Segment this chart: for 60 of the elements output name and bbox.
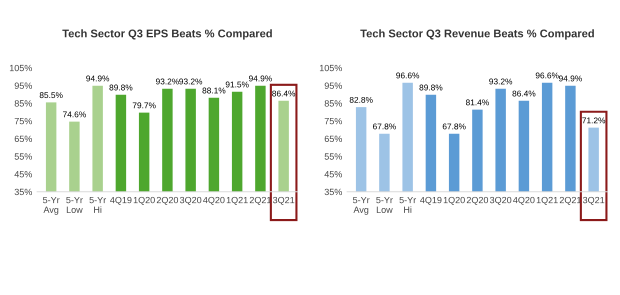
y-tick-label: 105% [10,64,32,72]
y-tick-label: 35% [324,188,342,196]
data-label: 93.2% [179,78,202,84]
x-tick-label: 4Q20 [203,196,225,205]
data-label: 89.8% [419,84,442,90]
data-label: 86.4% [272,90,296,96]
x-tick-label: 5-Yr Hi [89,196,106,213]
data-label: 85.5% [40,92,63,98]
chart-title: Tech Sector Q3 Revenue Beats % Compared [360,29,594,40]
x-tick-label: 1Q21 [226,196,248,205]
y-tick-label: 55% [324,153,342,160]
y-tick-label: 105% [320,64,342,72]
data-label: 79.7% [132,102,156,108]
data-label: 94.9% [248,76,272,82]
y-tick-label: 85% [324,100,342,107]
x-tick-label: 3Q21 [582,196,604,205]
data-label: 96.6% [536,72,559,78]
x-tick-label: 5-Yr Low [66,196,83,213]
y-tick-label: 75% [324,118,342,124]
y-tick-label: 35% [14,188,32,196]
x-tick-label: 2Q20 [156,196,178,205]
data-label: 93.2% [489,78,512,84]
x-tick-label: 5-Yr Hi [399,196,416,213]
x-tick-label: 3Q20 [490,196,512,205]
data-label: 88.1% [202,88,226,94]
x-tick-label: 4Q20 [513,196,535,205]
y-tick-label: 65% [14,136,32,142]
data-label: 74.6% [63,111,86,118]
x-tick-label: 5-Yr Avg [352,196,370,215]
y-tick-label: 95% [14,82,32,89]
y-tick-label: 75% [14,118,32,124]
data-label: 94.9% [86,76,110,82]
data-label: 94.9% [558,76,582,82]
data-label: 71.2% [582,117,606,124]
x-tick-label: 3Q21 [272,196,294,205]
x-tick-label: 1Q20 [134,196,155,205]
y-tick-label: 45% [14,171,32,178]
data-label: 89.8% [109,84,132,90]
x-tick-label: 5-Yr Avg [42,196,60,215]
data-label: 91.5% [226,82,249,88]
y-tick-label: 45% [324,171,342,178]
y-tick-label: 65% [324,136,342,142]
data-label: 93.2% [156,78,179,84]
data-label: 96.6% [396,72,420,78]
y-tick-label: 55% [14,153,32,160]
data-label: 81.4% [466,99,489,106]
y-tick-label: 95% [324,82,342,89]
x-tick-label: 2Q20 [466,196,488,205]
x-tick-label: 1Q21 [536,196,558,205]
x-tick-label: 1Q20 [444,196,465,205]
x-tick-label: 3Q20 [180,196,202,205]
x-tick-label: 4Q19 [110,196,132,205]
x-tick-label: 5-Yr Low [376,196,393,213]
x-tick-label: 4Q19 [420,196,442,205]
chart-title: Tech Sector Q3 EPS Beats % Compared [62,29,272,40]
data-label: 67.8% [442,123,466,130]
data-label: 86.4% [512,90,536,96]
y-tick-label: 85% [14,100,32,107]
data-label: 67.8% [373,123,396,130]
data-label: 82.8% [350,96,373,103]
